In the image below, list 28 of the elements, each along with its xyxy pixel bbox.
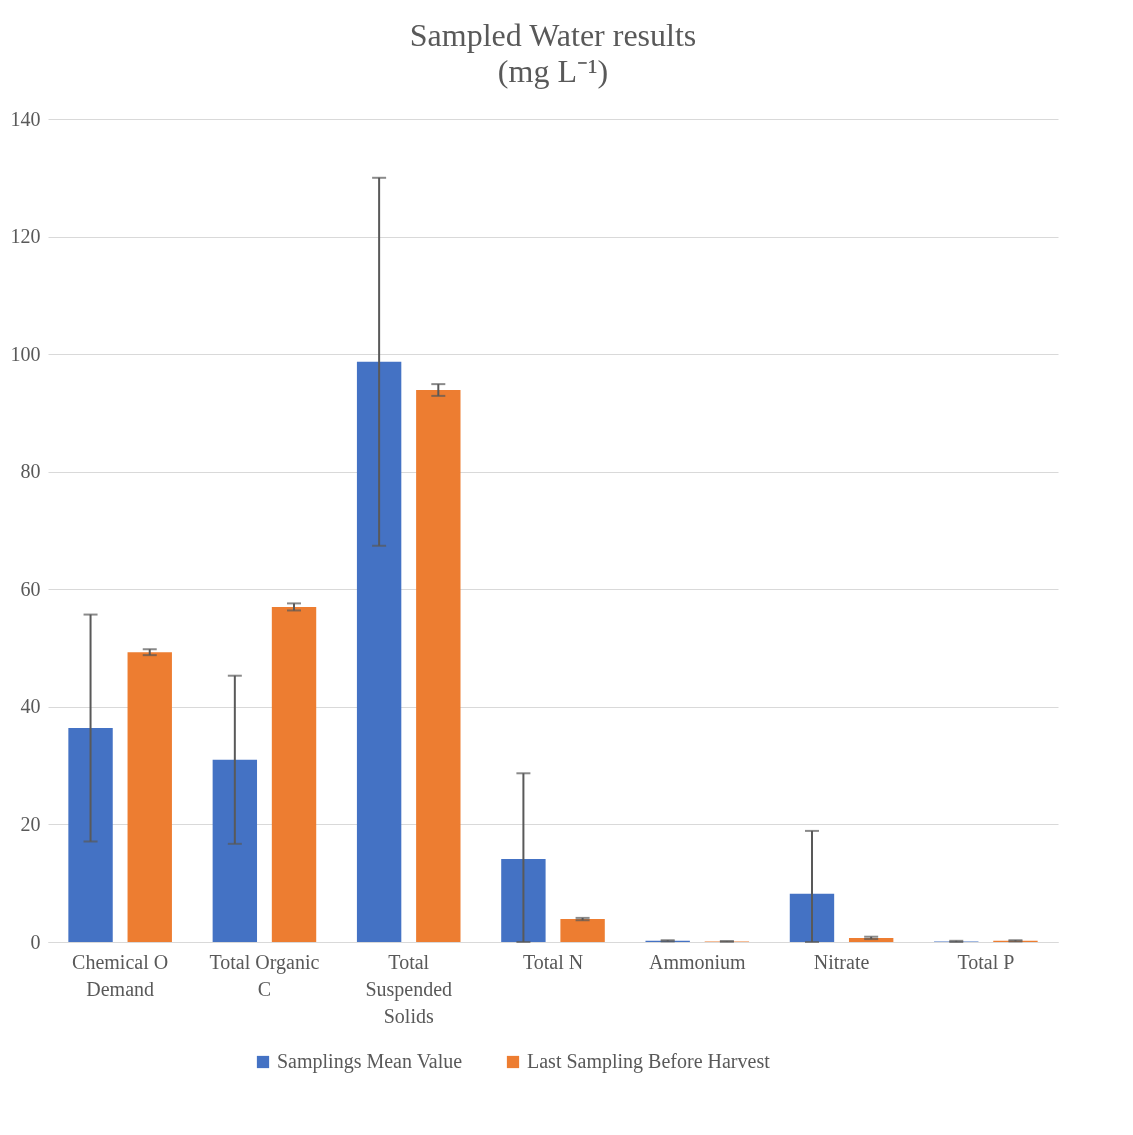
- bar: [501, 859, 546, 942]
- y-tick-label: 0: [30, 930, 41, 953]
- bar: [789, 893, 835, 942]
- bar: [356, 361, 402, 942]
- y-tick-label: 140: [10, 107, 41, 130]
- chart-subtitle: (mg L⁻¹): [497, 53, 609, 89]
- x-tick-label: Chemical O Demand: [72, 950, 169, 1000]
- x-tick-label: Total N: [522, 950, 584, 973]
- x-tick-label: Nitrate: [813, 950, 870, 973]
- legend-label: Last Sampling Before Harvest: [527, 1050, 771, 1073]
- x-tick-label: Total Organic C: [209, 950, 320, 1000]
- legend-label: Samplings Mean Value: [277, 1050, 463, 1073]
- bar: [127, 652, 172, 942]
- y-tick-label: 20: [20, 812, 41, 835]
- bar: [416, 390, 461, 942]
- y-tick-label: 120: [10, 225, 41, 248]
- x-tick-label: Ammonium: [648, 950, 747, 973]
- x-tick-label: Total Suspended Solids: [365, 950, 453, 1027]
- bar: [560, 919, 605, 942]
- bar: [212, 759, 258, 942]
- bar: [271, 606, 317, 942]
- y-tick-label: 60: [20, 577, 41, 600]
- y-tick-label: 100: [10, 342, 41, 365]
- bar: [68, 728, 113, 942]
- y-tick-label: 80: [20, 460, 41, 483]
- x-tick-label: Total P: [957, 950, 1015, 973]
- y-tick-label: 40: [20, 695, 41, 718]
- chart-title: Sampled Water results: [409, 17, 697, 53]
